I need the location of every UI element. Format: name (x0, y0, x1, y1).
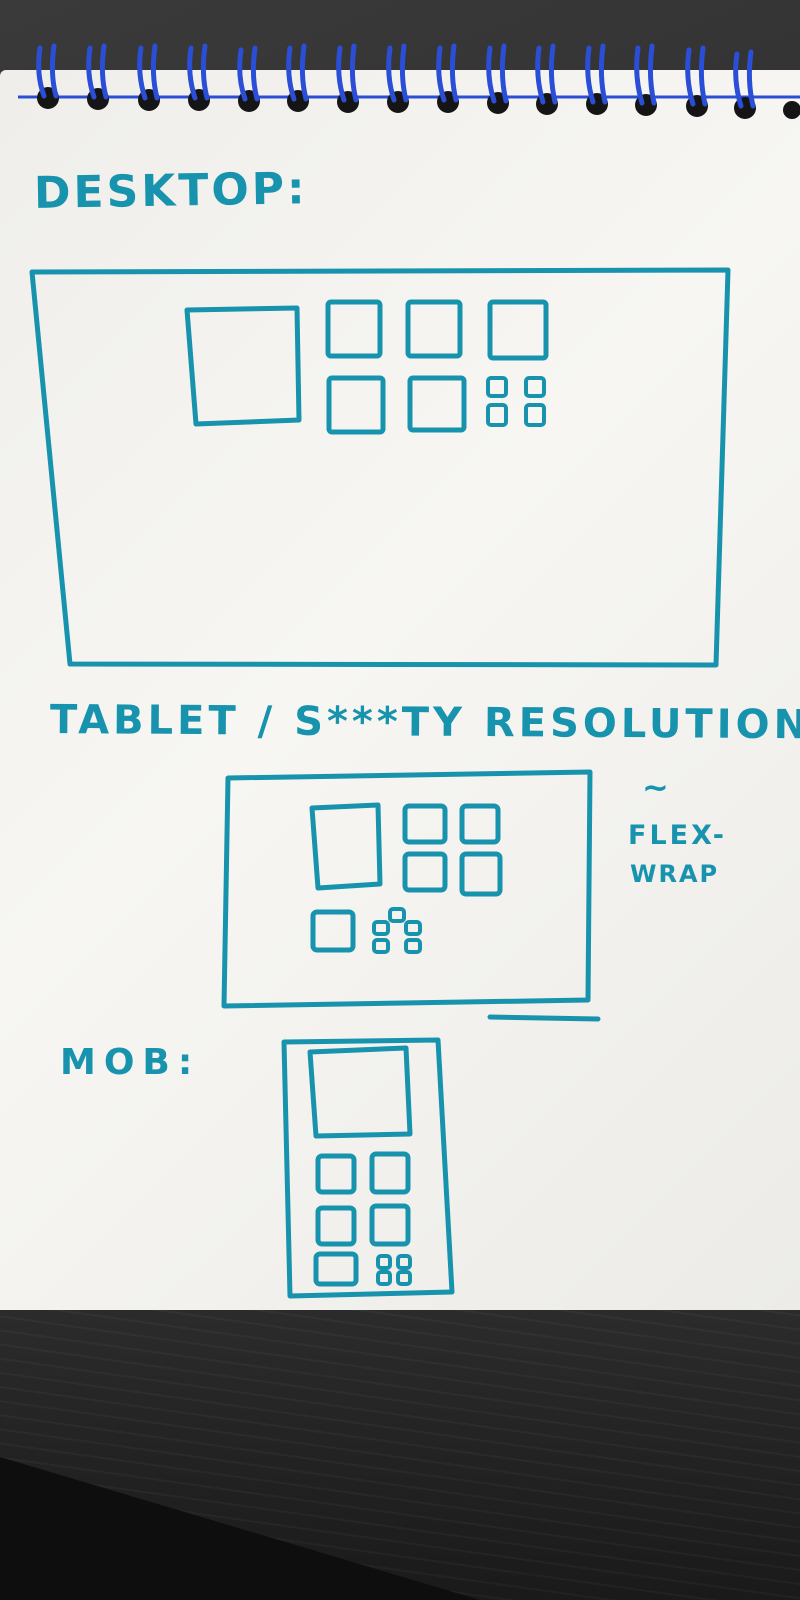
binding-hole (783, 101, 800, 119)
medium-tile (313, 1251, 359, 1287)
medium-tile (405, 299, 463, 359)
small-tile (404, 920, 422, 936)
small-tile (388, 907, 406, 923)
medium-tile (407, 375, 467, 433)
small-tile (372, 938, 390, 954)
table-surface (0, 1300, 800, 1600)
medium-tile (310, 909, 356, 953)
medium-tile (315, 1205, 357, 1247)
medium-tile (487, 299, 549, 361)
spiral-coil (386, 43, 409, 103)
medium-tile (369, 1151, 411, 1195)
spiral-coil (733, 49, 756, 109)
desktop-wireframe (29, 267, 731, 668)
mobile-frame (281, 1037, 455, 1299)
tablet-underline (487, 1014, 601, 1022)
medium-tile (459, 851, 503, 897)
spiral-coil (86, 43, 109, 100)
mobile-wireframe (281, 1037, 455, 1299)
small-tile (372, 920, 390, 936)
small-tile (396, 1254, 412, 1270)
spiral-coil (187, 43, 210, 101)
spiral-coil (486, 43, 509, 104)
small-tile-group (372, 907, 422, 954)
small-tile (376, 1254, 392, 1270)
medium-tile (402, 803, 448, 845)
medium-tile (326, 375, 386, 435)
small-tile (396, 1270, 412, 1286)
spiral-coil (436, 43, 459, 103)
tablet-heading: TABLET / S***TY RESOLUTION: (49, 697, 800, 749)
spiral-coil (286, 43, 309, 102)
medium-tile (325, 299, 383, 359)
large-tile (307, 1045, 413, 1139)
tablet-wireframe (221, 769, 601, 1022)
desktop-heading: DESKTOP: (33, 163, 309, 219)
small-tile (524, 376, 546, 398)
small-tile-group (486, 376, 546, 427)
spiral-coil (336, 43, 359, 103)
desktop-frame (29, 267, 731, 668)
small-tile (486, 376, 508, 398)
small-tile-group (376, 1254, 412, 1286)
medium-tile (369, 1203, 411, 1247)
large-tile (184, 305, 302, 427)
notebook-page (0, 70, 800, 1310)
small-tile (404, 938, 422, 954)
mobile-heading: MOB: (60, 1042, 201, 1083)
medium-tile (459, 803, 501, 845)
spiral-coil (36, 43, 59, 99)
medium-tile (402, 851, 448, 893)
medium-tile (315, 1153, 357, 1195)
binding-holes (37, 87, 800, 119)
spiral-coil (137, 43, 160, 101)
spiral-coil (237, 45, 260, 102)
small-tile (486, 403, 508, 427)
spiral-coil (634, 43, 657, 106)
large-tile (309, 802, 383, 891)
tablet-frame (221, 769, 593, 1009)
approx-mark: ~ (642, 768, 669, 806)
spiral-coils (36, 43, 756, 109)
spiral-coil (585, 43, 608, 105)
flex-note: FLEX- (628, 820, 727, 851)
spiral-coil (535, 43, 558, 105)
small-tile (524, 403, 546, 427)
spiral-binding (18, 43, 800, 119)
small-tile (376, 1270, 392, 1286)
spiral-coil (685, 45, 708, 107)
wrap-note: WRAP (630, 860, 720, 888)
